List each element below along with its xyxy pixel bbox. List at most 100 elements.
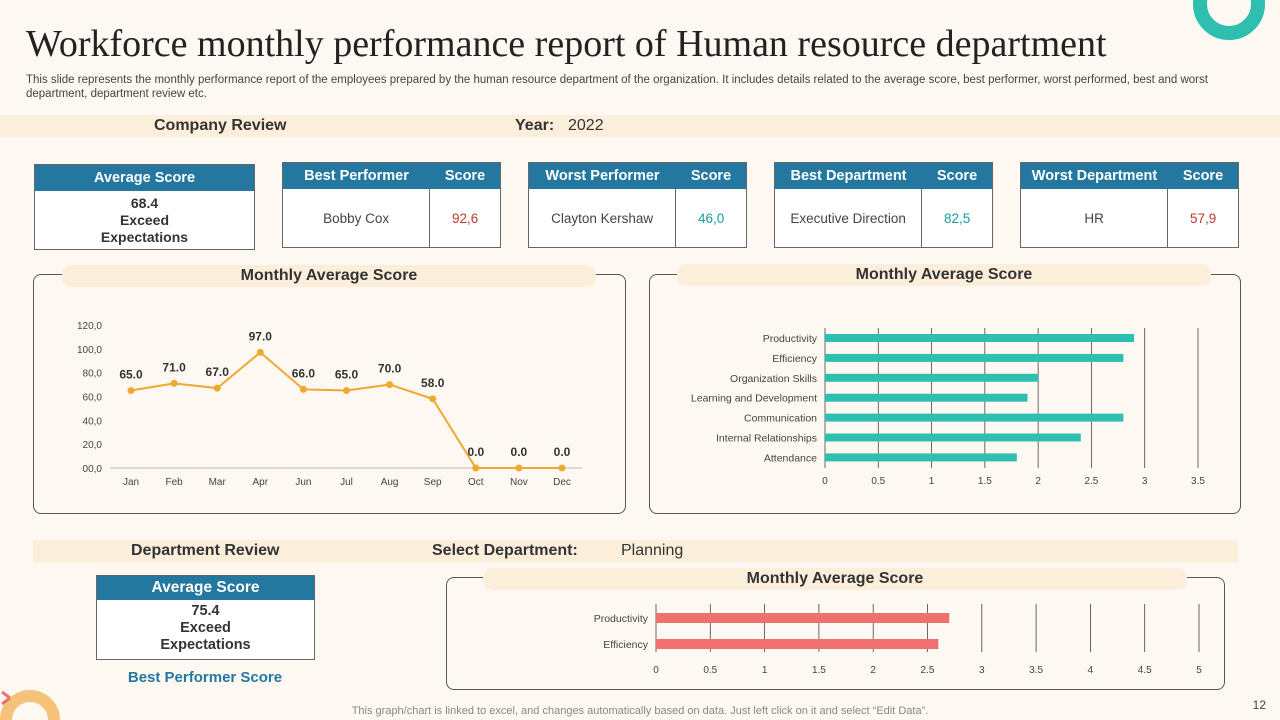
data-label: 65.0	[119, 368, 143, 382]
worst-performer-name: Clayton Kershaw	[551, 210, 654, 226]
x-tick-label: 2	[870, 665, 876, 676]
x-tick-label: 4	[1088, 665, 1094, 676]
best-performer-score-link[interactable]: Best Performer Score	[127, 669, 283, 686]
average-score-rating-line1: Exceed	[119, 212, 170, 228]
page-subtitle: This slide represents the monthly perfor…	[26, 74, 1208, 100]
x-tick-label: Sep	[424, 477, 442, 488]
category-label: Organization Skills	[730, 373, 817, 385]
x-tick-label: 0	[822, 476, 828, 487]
x-tick-label: Jul	[340, 477, 353, 488]
department-average-value: 75.4	[191, 603, 220, 619]
bar-chart-title: Monthly Average Score	[677, 264, 1211, 286]
worst-department-card: Worst Department Score HR 57,9	[1020, 162, 1239, 248]
data-point	[472, 464, 480, 472]
line-chart-title: Monthly Average Score	[62, 265, 596, 287]
category-label: Productivity	[763, 333, 818, 345]
data-point	[127, 387, 135, 395]
company-review-band	[0, 115, 1280, 137]
x-tick-label: 1	[762, 665, 768, 676]
x-tick-label: Oct	[468, 477, 484, 488]
page-number: 12	[1252, 698, 1266, 712]
category-label: Learning and Development	[691, 393, 817, 405]
category-label: Communication	[744, 413, 817, 425]
average-score-header: Average Score	[35, 165, 254, 191]
department-review-band	[33, 540, 1238, 562]
x-tick-label: 2	[1035, 476, 1041, 487]
worst-department-header: Worst Department	[1031, 168, 1158, 184]
x-tick-label: Jan	[123, 477, 139, 488]
y-tick-label: 60,0	[83, 393, 103, 404]
y-tick-label: 00,0	[83, 464, 103, 475]
worst-department-score-header: Score	[1182, 168, 1224, 184]
x-tick-label: Apr	[253, 477, 269, 488]
best-performer-score: 92,6	[429, 189, 500, 247]
data-label: 70.0	[378, 362, 402, 376]
best-performer-header: Best Performer	[304, 168, 409, 184]
data-label: 0.0	[467, 445, 484, 459]
worst-department-name: HR	[1084, 210, 1104, 226]
data-label: 71.0	[162, 360, 186, 374]
best-performer-card: Best Performer Score Bobby Cox 92,6	[282, 162, 501, 248]
data-point	[515, 464, 523, 472]
department-review-label: Department Review	[131, 542, 280, 559]
x-tick-label: 3	[1142, 476, 1148, 487]
bar	[825, 353, 1124, 362]
data-point	[213, 384, 221, 392]
bar	[825, 373, 1039, 382]
category-label: Internal Relationships	[716, 433, 817, 445]
x-tick-label: 1	[929, 476, 935, 487]
year-value: 2022	[568, 117, 604, 134]
bar-chart: 0 0.5 1 1.5 2 2.5 3 3.5 Productivity Efficiency Or…	[691, 328, 1205, 487]
x-tick-label: Feb	[165, 477, 183, 488]
data-label: 97.0	[249, 329, 273, 343]
department-rating-line2: Expectations	[160, 637, 251, 653]
best-performer-name: Bobby Cox	[323, 210, 390, 226]
bar	[825, 433, 1081, 442]
data-point	[429, 395, 437, 403]
x-tick-label: 2.5	[921, 665, 935, 676]
x-tick-label: Dec	[553, 477, 571, 488]
x-tick-label: 4.5	[1138, 665, 1152, 676]
worst-performer-header: Worst Performer	[545, 168, 660, 184]
data-point	[343, 387, 350, 395]
x-tick-label: 3.5	[1029, 665, 1043, 676]
best-department-name: Executive Direction	[790, 210, 906, 226]
x-tick-label: 3.5	[1191, 476, 1205, 487]
department-bar-chart: 0 0.5 1 1.5 2 2.5 3 3.5 4 4.5 5 Productivity Efficie…	[594, 604, 1202, 676]
x-tick-label: 0.5	[871, 476, 885, 487]
data-label: 65.0	[335, 368, 359, 382]
department-rating-line1: Exceed	[180, 620, 231, 636]
y-tick-label: 20,0	[83, 440, 103, 451]
data-label: 0.0	[554, 445, 571, 459]
category-label: Attendance	[764, 452, 817, 464]
average-score-value: 68.4	[130, 195, 159, 211]
x-tick-label: 0	[653, 665, 659, 676]
bar	[825, 393, 1028, 402]
y-tick-label: 40,0	[83, 416, 103, 427]
year-label: Year:	[515, 117, 555, 134]
bar	[656, 639, 939, 649]
department-average-header: Average Score	[97, 576, 314, 600]
data-point	[170, 379, 178, 387]
category-label: Efficiency	[772, 353, 817, 365]
x-tick-label: Mar	[209, 477, 227, 488]
footer-note: This graph/chart is linked to excel, and…	[351, 705, 929, 717]
worst-performer-score-header: Score	[690, 168, 732, 184]
x-tick-label: 1.5	[978, 476, 992, 487]
data-point	[386, 381, 394, 389]
data-label: 58.0	[421, 376, 445, 390]
worst-performer-score: 46,0	[675, 189, 746, 247]
best-performer-score-header: Score	[444, 168, 486, 184]
bar	[656, 613, 950, 623]
data-label: 0.0	[511, 445, 528, 459]
y-tick-label: 100,0	[77, 345, 102, 356]
department-average-card: Average Score 75.4 Exceed Expectations	[96, 575, 315, 660]
data-label: 66.0	[292, 366, 316, 380]
best-department-header: Best Department	[790, 168, 907, 184]
select-department-label: Select Department:	[432, 542, 578, 559]
x-tick-label: 0.5	[703, 665, 717, 676]
decor-ring-top	[1193, 0, 1265, 40]
category-label: Productivity	[594, 613, 649, 625]
x-tick-label: Nov	[510, 477, 528, 488]
select-department-value[interactable]: Planning	[621, 542, 684, 559]
